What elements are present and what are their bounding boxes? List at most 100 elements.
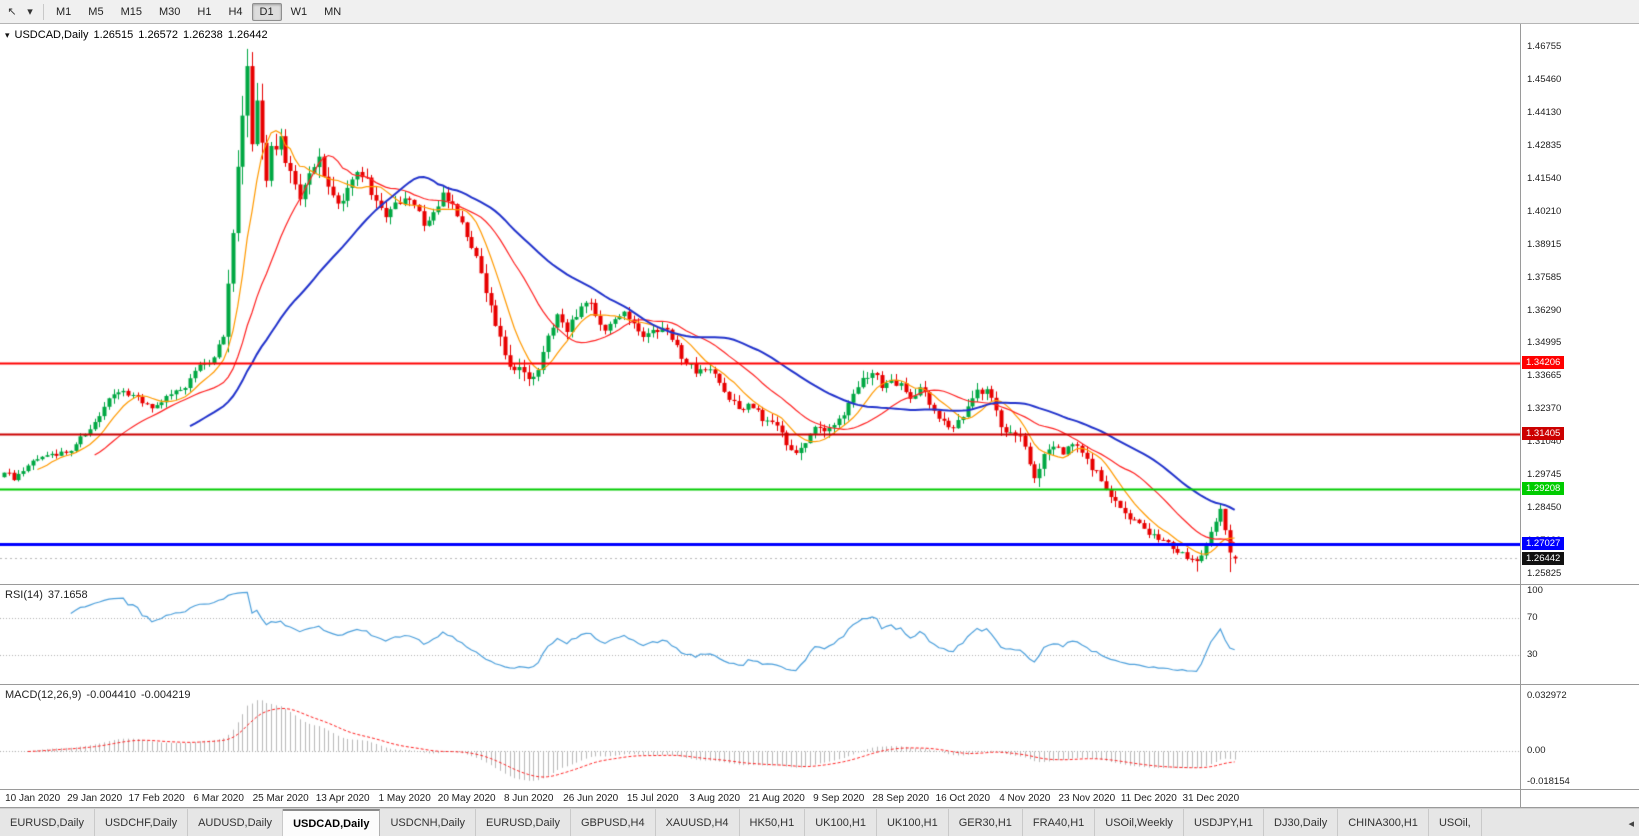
rsi-axis[interactable]: 100 70 30 xyxy=(1520,585,1639,684)
price-tick: 1.25825 xyxy=(1527,568,1562,579)
hline-price-badge: 1.34206 xyxy=(1522,356,1565,370)
dropdown-caret-icon[interactable]: ▾ xyxy=(27,6,33,18)
chart-tab-eurusd-daily[interactable]: EURUSD,Daily xyxy=(0,809,95,836)
time-axis-label: 21 Aug 2020 xyxy=(748,793,805,804)
chart-tab-uk100-h1[interactable]: UK100,H1 xyxy=(876,809,949,836)
rsi-value: 37.1658 xyxy=(47,589,88,601)
rsi-axis-tick: 70 xyxy=(1527,612,1538,624)
time-axis-label: 13 Apr 2020 xyxy=(315,793,370,804)
time-axis-label: 9 Sep 2020 xyxy=(813,793,865,804)
time-axis-label: 29 Jan 2020 xyxy=(67,793,123,804)
time-axis-label: 1 May 2020 xyxy=(378,793,431,804)
chart-tab-dj30-daily[interactable]: DJ30,Daily xyxy=(1264,809,1339,836)
time-axis-label: 11 Dec 2020 xyxy=(1120,793,1177,804)
period-button-m5[interactable]: M5 xyxy=(88,5,104,18)
rsi-axis-tick: 100 xyxy=(1527,585,1543,596)
chart-tab-usoil-weekly[interactable]: USOil,Weekly xyxy=(1095,809,1184,836)
price-tick: 1.28450 xyxy=(1527,502,1562,514)
timeframe-toolbar: ↖ ▾ M1 M5 M15 M30 H1 H4 D1 W1 MN xyxy=(0,0,1639,24)
time-axis[interactable]: 10 Jan 2020 29 Jan 2020 17 Feb 2020 6 Mar 2… xyxy=(0,790,1639,808)
price-axis[interactable]: 1.46755 1.45460 1.44130 1.42835 1.41540 1.402… xyxy=(1520,24,1639,584)
price-tick: 1.29745 xyxy=(1527,469,1562,481)
time-axis-label: 15 Jul 2020 xyxy=(626,793,679,804)
period-button-mn[interactable]: MN xyxy=(324,5,342,18)
time-axis-label: 6 Mar 2020 xyxy=(193,793,244,804)
time-axis-label: 8 Jun 2020 xyxy=(503,793,554,804)
time-axis-label: 3 Aug 2020 xyxy=(689,793,741,804)
chart-ohlc-header: ▾ USDCAD,Daily 1.26515 1.26572 1.26238 1.2644… xyxy=(5,29,273,41)
chart-tab-usdcnh-daily[interactable]: USDCNH,Daily xyxy=(380,809,477,836)
time-axis-label: 26 Jun 2020 xyxy=(563,793,619,804)
macd-label: MACD(12,26,9) -0.004410 -0.004219 xyxy=(5,689,196,701)
chart-tab-bar: EURUSD,Daily USDCHF,Daily AUDUSD,Daily USDC… xyxy=(0,808,1639,836)
chart-tab-usdcad-daily[interactable]: USDCAD,Daily xyxy=(283,809,381,836)
price-tick: 1.44130 xyxy=(1527,106,1562,118)
ohlc-low: 1.26238 xyxy=(183,29,223,41)
main-chart-panel: ▾ USDCAD,Daily 1.26515 1.26572 1.26238 1.2644… xyxy=(0,24,1639,585)
expander-icon[interactable]: ▾ xyxy=(5,30,10,40)
macd-panel: MACD(12,26,9) -0.004410 -0.004219 0.032972… xyxy=(0,685,1639,790)
macd-chart[interactable] xyxy=(0,685,1520,789)
chart-tab-xauusd-h4[interactable]: XAUUSD,H4 xyxy=(655,809,740,836)
price-tick: 1.37585 xyxy=(1527,271,1562,283)
price-tick: 1.36290 xyxy=(1527,304,1562,316)
macd-axis-tick: 0.00 xyxy=(1527,745,1546,757)
period-button-m30[interactable]: M30 xyxy=(158,5,181,18)
hline-price-badge: 1.29208 xyxy=(1522,482,1565,496)
rsi-label: RSI(14) 37.1658 xyxy=(5,589,93,601)
hline-price-badge: 1.31405 xyxy=(1522,427,1565,440)
chart-tab-fra40-h1[interactable]: FRA40,H1 xyxy=(1022,809,1096,836)
rsi-name: RSI(14) xyxy=(5,589,43,601)
period-buttons: M1 M5 M15 M30 H1 H4 D1 W1 MN xyxy=(48,2,349,21)
chart-tab-usdchf-daily[interactable]: USDCHF,Daily xyxy=(94,809,189,836)
hline-price-badge: 1.27027 xyxy=(1522,537,1565,551)
candlestick-chart[interactable] xyxy=(0,24,1520,584)
cursor-icon[interactable]: ↖ xyxy=(7,6,17,18)
period-button-d1[interactable]: D1 xyxy=(251,2,282,21)
period-button-h4[interactable]: H4 xyxy=(228,5,243,18)
current-price-badge: 1.26442 xyxy=(1522,551,1565,565)
price-tick: 1.31040 xyxy=(1527,436,1562,448)
period-button-m15[interactable]: M15 xyxy=(120,5,142,18)
time-axis-label: 17 Feb 2020 xyxy=(128,793,185,804)
time-axis-label: 10 Jan 2020 xyxy=(5,793,61,804)
chart-tab-uk100-h1[interactable]: UK100,H1 xyxy=(805,809,877,836)
macd-name: MACD(12,26,9) xyxy=(5,689,82,701)
chart-tab-usdjpy-h1[interactable]: USDJPY,H1 xyxy=(1183,809,1265,836)
price-tick: 1.46755 xyxy=(1527,41,1562,52)
price-tick: 1.42835 xyxy=(1527,139,1562,151)
toolbar-separator xyxy=(43,3,44,20)
chart-tab-audusd-daily[interactable]: AUDUSD,Daily xyxy=(188,809,284,836)
macd-axis-tick: -0.018154 xyxy=(1527,775,1570,787)
ohlc-open: 1.26515 xyxy=(93,29,134,41)
price-tick: 1.38915 xyxy=(1527,238,1562,250)
time-axis-label: 16 Oct 2020 xyxy=(935,793,991,804)
chart-tab-hk50-h1[interactable]: HK50,H1 xyxy=(739,809,806,836)
time-axis-label: 25 Mar 2020 xyxy=(252,793,309,804)
period-button-m1[interactable]: M1 xyxy=(56,5,72,18)
time-axis-label: 28 Sep 2020 xyxy=(872,793,930,804)
chart-tab-china300-h1[interactable]: CHINA300,H1 xyxy=(1338,809,1429,836)
chart-tab-gbpusd-h4[interactable]: GBPUSD,H4 xyxy=(571,809,656,836)
rsi-axis-tick: 30 xyxy=(1527,648,1538,660)
chart-tab-usoil[interactable]: USOil, xyxy=(1428,809,1482,836)
period-button-h1[interactable]: H1 xyxy=(197,5,212,18)
time-axis-label: 20 May 2020 xyxy=(437,793,496,804)
macd-signal-value: -0.004219 xyxy=(140,689,191,701)
ohlc-high: 1.26572 xyxy=(138,29,179,41)
chart-title: USDCAD,Daily xyxy=(14,29,89,41)
price-tick: 1.32370 xyxy=(1527,403,1562,415)
time-axis-label: 23 Nov 2020 xyxy=(1058,793,1116,804)
rsi-chart[interactable] xyxy=(0,585,1520,684)
rsi-panel: RSI(14) 37.1658 100 70 30 xyxy=(0,585,1639,685)
chart-tab-eurusd-daily[interactable]: EURUSD,Daily xyxy=(476,809,571,836)
time-axis-label: 31 Dec 2020 xyxy=(1182,793,1240,804)
chart-tab-ger30-h1[interactable]: GER30,H1 xyxy=(948,809,1023,836)
macd-main-value: -0.004410 xyxy=(86,689,136,701)
price-tick: 1.33665 xyxy=(1527,370,1562,382)
period-button-w1[interactable]: W1 xyxy=(290,5,308,18)
time-axis-label: 4 Nov 2020 xyxy=(999,793,1051,804)
tab-scroll-left-icon[interactable]: ◂ xyxy=(1625,809,1637,836)
macd-axis-tick: 0.032972 xyxy=(1527,690,1567,702)
macd-axis[interactable]: 0.032972 0.00 -0.018154 xyxy=(1520,685,1639,789)
